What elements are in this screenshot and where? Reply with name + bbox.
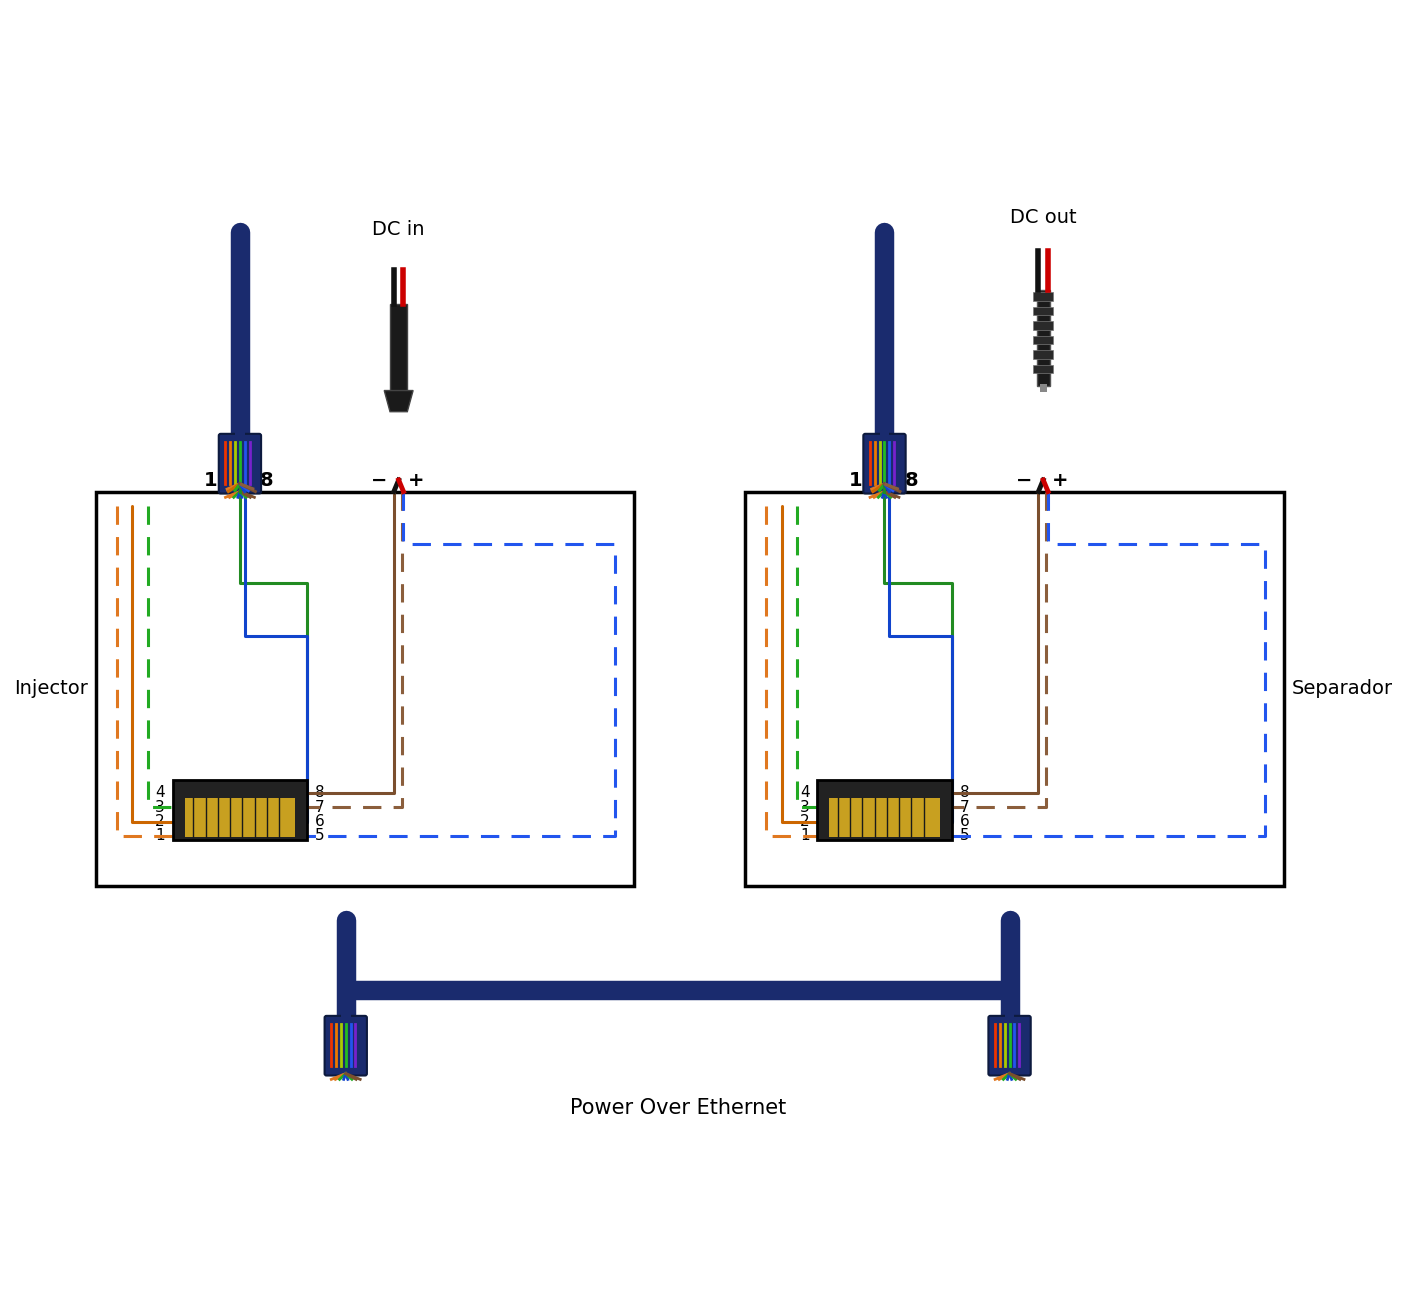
Text: 8: 8 [960, 785, 969, 800]
Text: 2: 2 [155, 814, 165, 828]
Bar [1033, 306, 1054, 316]
Text: −: − [1016, 471, 1033, 489]
Text: 8: 8 [315, 785, 325, 800]
Bar [744, 492, 1283, 886]
Text: 4: 4 [799, 785, 809, 800]
Text: 5: 5 [960, 828, 969, 843]
Bar [235, 427, 245, 435]
FancyBboxPatch shape [325, 1016, 367, 1076]
Text: 8: 8 [260, 471, 274, 489]
Bar [1037, 289, 1050, 385]
FancyBboxPatch shape [218, 434, 262, 493]
Bar [1033, 335, 1054, 345]
Bar [390, 304, 407, 391]
Text: 1: 1 [799, 828, 809, 843]
Text: Injector: Injector [14, 680, 87, 698]
Bar [829, 798, 940, 836]
FancyBboxPatch shape [988, 1016, 1031, 1076]
Text: 1: 1 [848, 471, 862, 489]
Text: 7: 7 [960, 800, 969, 814]
Text: 3: 3 [155, 800, 165, 814]
Bar [817, 780, 953, 840]
Text: +: + [1052, 471, 1069, 489]
Text: 2: 2 [799, 814, 809, 828]
Bar [879, 427, 889, 435]
Text: 6: 6 [960, 814, 969, 828]
Polygon shape [384, 391, 414, 412]
Text: 3: 3 [799, 800, 809, 814]
Bar [340, 1009, 350, 1018]
Text: 7: 7 [315, 800, 325, 814]
Text: 5: 5 [315, 828, 325, 843]
Text: +: + [408, 471, 425, 489]
Text: Power Over Ethernet: Power Over Ethernet [570, 1098, 785, 1118]
Bar [96, 492, 635, 886]
Bar [1033, 350, 1054, 359]
Bar [1033, 292, 1054, 301]
Bar [1005, 1009, 1014, 1018]
Bar [1033, 364, 1054, 373]
Text: 1: 1 [155, 828, 165, 843]
Text: −: − [371, 471, 387, 489]
FancyBboxPatch shape [864, 434, 906, 493]
Text: DC out: DC out [1010, 208, 1076, 227]
Bar [1040, 384, 1047, 392]
Text: 8: 8 [905, 471, 919, 489]
Text: Separador: Separador [1292, 680, 1393, 698]
Text: 4: 4 [155, 785, 165, 800]
Text: DC in: DC in [373, 221, 425, 239]
Text: 1: 1 [204, 471, 218, 489]
Bar [1033, 321, 1054, 330]
Bar [184, 798, 295, 836]
Bar [173, 780, 307, 840]
Text: 6: 6 [315, 814, 325, 828]
